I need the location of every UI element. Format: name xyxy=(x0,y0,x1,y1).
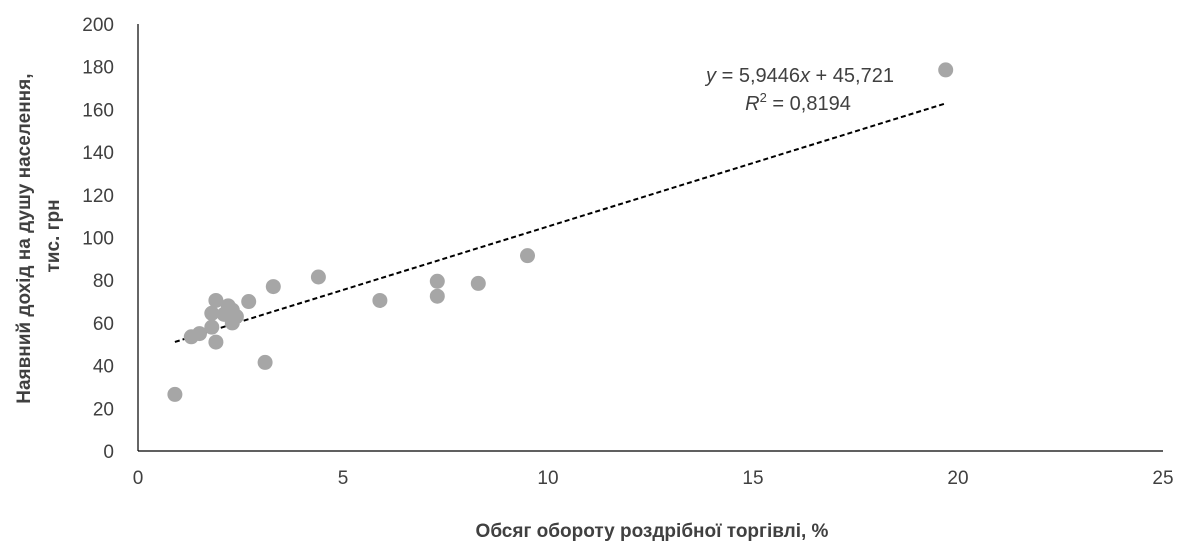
data-point xyxy=(429,273,445,289)
y-tick-label: 140 xyxy=(82,143,114,164)
x-tick-label: 20 xyxy=(947,468,968,489)
y-axis-title: Наявний дохід на душу населення, тис. гр… xyxy=(14,68,64,404)
y-tick-label: 120 xyxy=(82,186,114,207)
data-point xyxy=(938,62,954,78)
y-tick-label: 0 xyxy=(103,442,114,463)
trendline xyxy=(174,102,946,343)
y-tick-label: 180 xyxy=(82,58,114,79)
data-point xyxy=(310,269,326,285)
data-point xyxy=(520,248,535,264)
y-tick-label: 80 xyxy=(93,271,114,292)
data-point xyxy=(208,292,224,308)
y-tick-label: 20 xyxy=(93,399,114,420)
x-tick-label: 15 xyxy=(742,468,763,489)
y-tick-label: 100 xyxy=(82,229,114,250)
y-tick-label: 160 xyxy=(82,100,114,121)
y-tick-labels: 0 20 40 60 80 100 120 140 160 180 200 xyxy=(82,15,114,463)
data-point xyxy=(228,308,244,324)
trendline-equation: y = 5,9446x + 45,721 xyxy=(704,65,894,87)
data-point xyxy=(204,305,220,321)
x-tick-label: 10 xyxy=(537,468,558,489)
data-point xyxy=(265,279,281,295)
y-tick-label: 60 xyxy=(93,314,114,335)
x-tick-label: 0 xyxy=(133,468,144,489)
data-point xyxy=(429,288,445,304)
data-point xyxy=(372,292,388,308)
trendline-r-squared: R2 = 0,8194 xyxy=(745,90,851,115)
x-axis-title: Обсяг обороту роздрібної торгівлі, % xyxy=(476,521,829,542)
data-points xyxy=(167,62,954,402)
data-point xyxy=(257,354,273,370)
x-tick-label: 25 xyxy=(1152,468,1173,489)
data-point xyxy=(204,319,220,335)
data-point xyxy=(470,275,486,291)
y-tick-label: 200 xyxy=(82,15,114,36)
data-point xyxy=(192,326,207,342)
data-point xyxy=(241,294,257,310)
y-tick-label: 40 xyxy=(93,357,114,378)
x-tick-label: 5 xyxy=(338,468,349,489)
data-point xyxy=(208,334,224,350)
data-point xyxy=(167,386,183,402)
axes xyxy=(137,24,1163,452)
x-tick-labels: 0 5 10 15 20 25 xyxy=(133,468,1174,489)
